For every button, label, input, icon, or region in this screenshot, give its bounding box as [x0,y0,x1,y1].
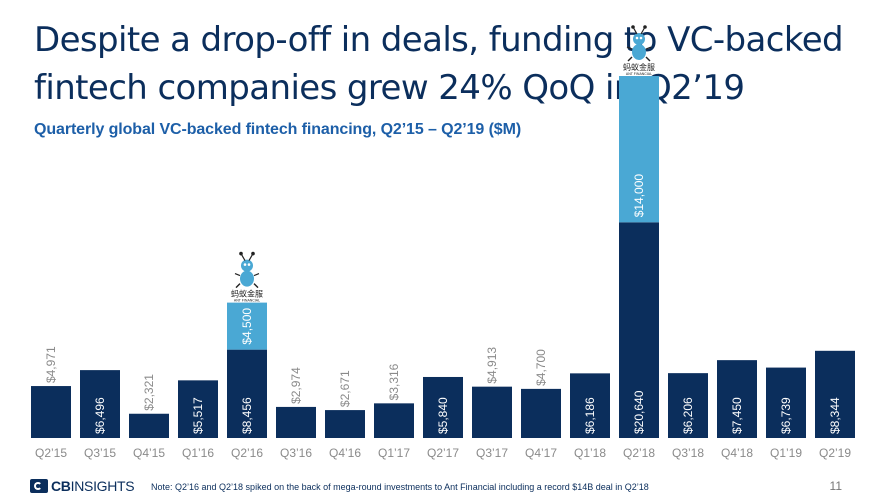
bar-7 [325,410,365,438]
x-tick-label-6: Q3’16 [280,446,312,460]
bar-3 [129,413,169,438]
x-tick-label-1: Q2’15 [35,446,67,460]
value-label-8: $3,316 [387,363,401,400]
value-label-13: $20,640 [632,390,646,434]
value-label-4: $5,517 [191,397,205,434]
value-label-1: $4,971 [44,346,58,383]
ant-financial-chinese-text-5: 蚂蚁金服 [231,289,263,299]
bar-5 [227,349,267,438]
x-tick-label-15: Q4’18 [721,446,753,460]
title-line-1: Despite a drop-off in deals, funding to … [34,20,844,60]
bar-4 [178,380,218,438]
bar-6 [276,406,316,438]
value-label-11: $4,700 [534,349,548,386]
segment-label-13: $14,000 [632,174,646,218]
bar-8 [374,403,414,438]
value-label-16: $6,739 [779,397,793,434]
value-label-10: $4,913 [485,347,499,384]
footer-note: Note: Q2’16 and Q2’18 spiked on the back… [151,482,649,492]
bar-segment-13 [619,76,659,223]
bar-1 [31,386,71,438]
value-label-5: $8,456 [240,397,254,434]
bar-12 [570,373,610,438]
x-tick-label-3: Q4’15 [133,446,165,460]
ant-financial-logo-icon-13 [626,25,652,62]
title-line-2: fintech companies grew 24% QoQ in Q2’19 [34,68,745,108]
bar-11 [521,388,561,438]
value-label-17: $8,344 [828,397,842,434]
value-label-9: $5,840 [436,397,450,434]
x-tick-label-2: Q3’15 [84,446,116,460]
ant-financial-subtext-13: ANT FINANCIAL [626,72,652,76]
page-title: Despite a drop-off in deals, funding to … [34,16,864,112]
x-tick-label-12: Q1’18 [574,446,606,460]
cb-insights-wordmark: CBINSIGHTS [51,478,135,494]
funding-bar-chart: $4,971 Q2’15 $6,496 Q3’15 $2,321 Q4’15 $5,517 Q… [31,25,855,460]
bar-10 [472,386,512,438]
ant-financial-logo-icon-5 [234,251,260,289]
ant-financial-chinese-text-13: 蚂蚁金服 [623,62,655,72]
cb-insights-logo-icon [30,479,48,493]
value-label-3: $2,321 [142,374,156,411]
value-label-2: $6,496 [93,397,107,434]
x-tick-label-14: Q3’18 [672,446,704,460]
bar-2 [80,370,120,438]
value-label-14: $6,206 [681,397,695,434]
bar-14 [668,373,708,438]
chart-subtitle: Quarterly global VC-backed fintech finan… [34,121,522,138]
value-label-7: $2,671 [338,370,352,407]
bar-17 [815,350,855,438]
value-label-12: $6,186 [583,397,597,434]
value-label-15: $7,450 [730,397,744,434]
x-tick-label-8: Q1’17 [378,446,410,460]
x-tick-label-17: Q2’19 [819,446,851,460]
x-tick-label-10: Q3’17 [476,446,508,460]
x-tick-label-11: Q4’17 [525,446,557,460]
x-tick-label-16: Q1’19 [770,446,802,460]
ant-financial-subtext-5: ANT FINANCIAL [234,299,260,303]
segment-label-5: $4,500 [240,308,254,345]
cb-insights-logo: CBINSIGHTS [30,478,135,494]
value-label-6: $2,974 [289,367,303,404]
bar-16 [766,367,806,438]
x-tick-label-9: Q2’17 [427,446,459,460]
bar-9 [423,376,463,438]
bar-segment-5 [227,302,267,350]
bar-15 [717,360,757,438]
x-tick-label-5: Q2’16 [231,446,263,460]
x-tick-label-4: Q1’16 [182,446,214,460]
page-number: 11 [829,479,842,493]
x-tick-label-7: Q4’16 [329,446,361,460]
x-tick-label-13: Q2’18 [623,446,655,460]
bar-13 [619,222,659,438]
